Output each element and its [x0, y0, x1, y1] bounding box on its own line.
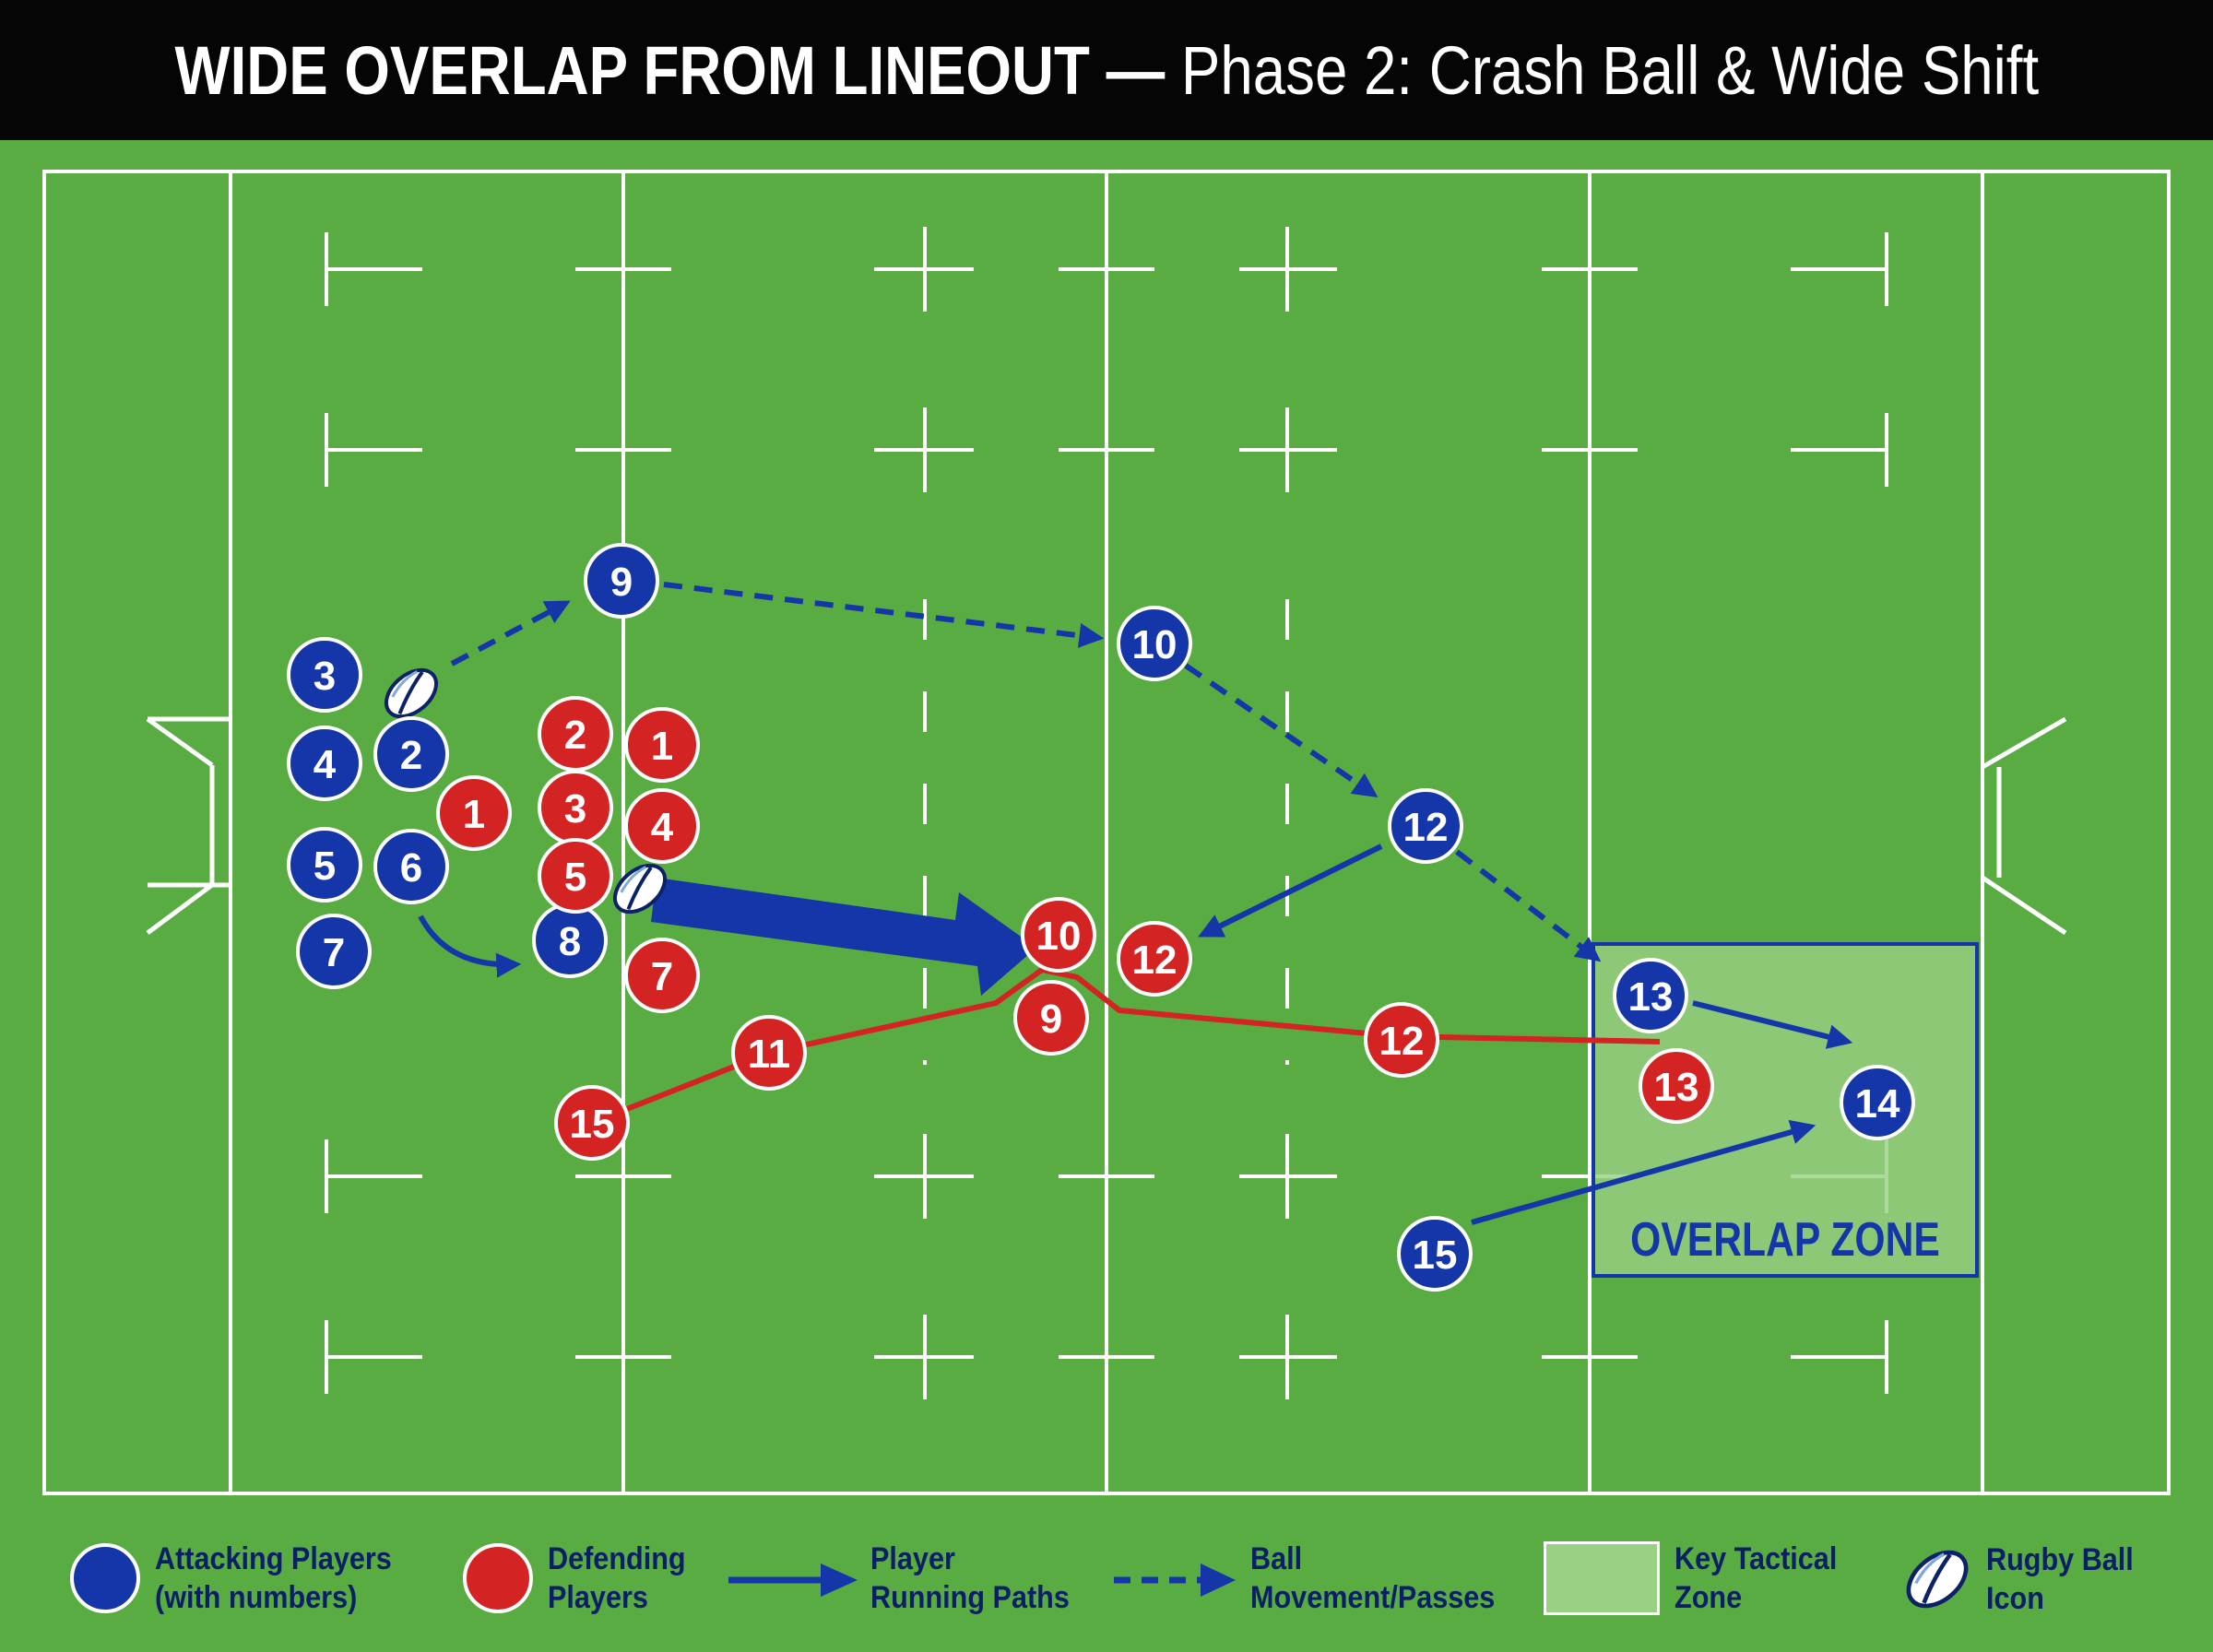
- defender-2: 2: [538, 696, 613, 772]
- pass-12-to-13: [1455, 849, 1602, 962]
- attacker-7: 7: [296, 914, 372, 989]
- svg-text:12: 12: [1132, 938, 1178, 983]
- defender-10: 10: [1021, 897, 1096, 973]
- legend-ball-label: Rugby Ball Icon: [1986, 1542, 2134, 1616]
- legend-defending-label: Defending Players: [548, 1541, 686, 1615]
- attacker-15: 15: [1397, 1216, 1473, 1292]
- title-main: WIDE OVERLAP FROM LINEOUT: [174, 31, 1090, 109]
- legend-passes-label: Ball Movement/Passes: [1250, 1541, 1496, 1615]
- attacker-12: 12: [1388, 788, 1463, 864]
- legend-defending: Defending Players: [461, 1540, 701, 1617]
- pass-9-to-10: [663, 582, 1105, 648]
- attacking-players: 3 2 4 5 6 7 8 9 10 12 13 14 15: [287, 543, 1915, 1292]
- svg-text:11: 11: [748, 1032, 791, 1077]
- legend-running-label: Player Running Paths: [870, 1541, 1070, 1615]
- running-arrow-icon: [728, 1564, 858, 1597]
- legend-attacking-label: Attacking Players (with numbers): [155, 1541, 392, 1615]
- attacker-10: 10: [1117, 606, 1192, 681]
- svg-text:8: 8: [559, 919, 581, 964]
- ball-passes: [450, 582, 1602, 962]
- pitch: OVERLAP ZONE 3 2 4 5 6 7 8 9 10 12 13 14…: [42, 170, 2171, 1495]
- attacker-2: 2: [373, 716, 449, 792]
- defensive-line: [590, 966, 1661, 1126]
- svg-text:10: 10: [1132, 622, 1178, 667]
- svg-text:7: 7: [323, 930, 345, 975]
- run-15: [1471, 1119, 1817, 1225]
- pitch-lines: [42, 170, 2171, 1495]
- title-separator: —: [1089, 31, 1181, 109]
- goal-right: [1981, 716, 2067, 936]
- attacker-8: 8: [532, 903, 608, 978]
- defender-12-inside: 12: [1117, 921, 1192, 997]
- svg-text:13: 13: [1628, 974, 1674, 1020]
- svg-text:2: 2: [564, 713, 586, 758]
- svg-text:6: 6: [400, 845, 422, 891]
- svg-text:10: 10: [1036, 914, 1082, 959]
- legend-passes: Ball Movement/Passes: [1112, 1540, 1522, 1617]
- defender-7: 7: [624, 938, 700, 1013]
- svg-text:7: 7: [651, 954, 673, 999]
- legend-attacking: Attacking Players (with numbers): [68, 1540, 418, 1617]
- crash-ball-arrow: [651, 878, 1036, 996]
- svg-text:9: 9: [1040, 997, 1062, 1042]
- pass-10-to-12: [1184, 663, 1379, 798]
- attacker-5: 5: [287, 827, 362, 903]
- run-12-inside: [1198, 844, 1383, 938]
- zone-swatch-icon: [1544, 1541, 1660, 1615]
- svg-text:5: 5: [314, 844, 336, 889]
- legend-ball: Rugby Ball Icon: [1898, 1540, 2150, 1619]
- overlap-zone-label: OVERLAP ZONE: [1630, 1213, 1940, 1267]
- attacker-3: 3: [287, 637, 362, 713]
- svg-text:5: 5: [564, 855, 586, 900]
- rugby-ball-icon: [375, 658, 447, 728]
- legend-zone-label: Key Tactical Zone: [1675, 1541, 1838, 1615]
- pass-2-to-9: [450, 600, 571, 667]
- legend: Attacking Players (with numbers) Defendin…: [0, 1512, 2213, 1652]
- defending-players: 2 1 1 3 4 5 7 10 9 12 11 12 13 15: [436, 696, 1714, 1161]
- title-sub: Phase 2: Crash Ball & Wide Shift: [1180, 31, 2039, 109]
- svg-text:15: 15: [1413, 1233, 1458, 1278]
- page-title: WIDE OVERLAP FROM LINEOUT — Phase 2: Cra…: [174, 31, 2039, 110]
- rugby-ball-icon: [1898, 1540, 1977, 1619]
- run-6-to-8: [418, 914, 522, 978]
- svg-text:3: 3: [314, 654, 336, 699]
- defender-9: 9: [1013, 980, 1089, 1056]
- defender-11: 11: [731, 1015, 807, 1091]
- attacker-9: 9: [584, 543, 659, 619]
- title-bar: WIDE OVERLAP FROM LINEOUT — Phase 2: Cra…: [0, 0, 2213, 140]
- svg-text:9: 9: [610, 560, 633, 605]
- attacker-6: 6: [373, 829, 449, 904]
- svg-text:3: 3: [564, 786, 586, 832]
- defender-5: 5: [538, 838, 613, 914]
- legend-running: Player Running Paths: [725, 1540, 1092, 1617]
- defender-3: 3: [538, 770, 613, 845]
- attacking-swatch-icon: [70, 1543, 140, 1613]
- svg-text:12: 12: [1403, 805, 1449, 850]
- defender-1-loose: 1: [436, 775, 512, 851]
- goal-left: [146, 716, 231, 936]
- svg-text:12: 12: [1379, 1019, 1425, 1064]
- defending-swatch-icon: [463, 1543, 533, 1613]
- svg-text:4: 4: [314, 742, 337, 787]
- defender-15: 15: [554, 1085, 630, 1161]
- svg-text:4: 4: [651, 805, 674, 850]
- svg-text:2: 2: [400, 733, 422, 778]
- attacker-4: 4: [287, 726, 362, 801]
- defender-12: 12: [1364, 1002, 1439, 1078]
- legend-zone: Key Tactical Zone: [1544, 1540, 1855, 1617]
- defender-4: 4: [624, 788, 700, 864]
- svg-text:1: 1: [651, 724, 673, 769]
- running-paths: [418, 844, 1853, 1225]
- run-13: [1692, 1000, 1853, 1049]
- svg-text:14: 14: [1855, 1081, 1900, 1127]
- attacker-14: 14: [1840, 1065, 1915, 1140]
- svg-text:15: 15: [570, 1102, 615, 1147]
- svg-text:1: 1: [463, 792, 485, 837]
- svg-text:13: 13: [1654, 1065, 1699, 1110]
- pass-arrow-icon: [1114, 1564, 1236, 1597]
- attacker-13: 13: [1613, 958, 1688, 1033]
- defender-1: 1: [624, 707, 700, 783]
- defender-13: 13: [1639, 1048, 1714, 1124]
